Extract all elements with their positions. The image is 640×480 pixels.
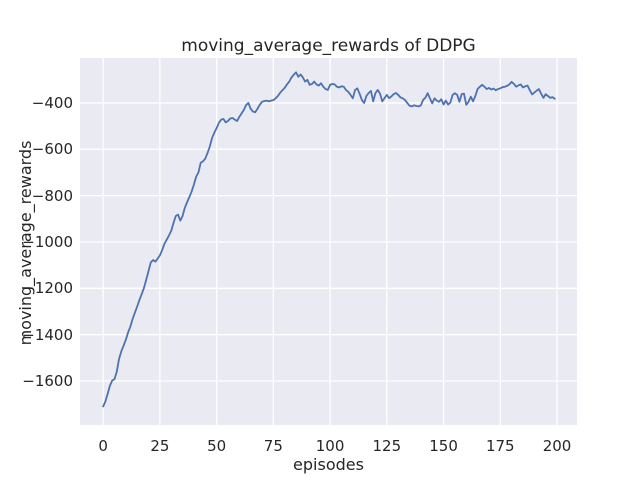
y-tick-label: −600: [31, 140, 73, 159]
y-tick-label: −1200: [22, 279, 73, 298]
x-tick-label: 200: [542, 437, 572, 455]
x-axis-label: episodes: [293, 455, 364, 474]
x-tick-label: 175: [485, 437, 515, 455]
x-tick-label: 0: [98, 437, 108, 455]
x-tick-label: 75: [263, 437, 283, 455]
reward-line-series: [102, 71, 556, 408]
x-tick-label: 50: [207, 437, 227, 455]
x-tick-label: 150: [429, 437, 458, 455]
y-tick-label: −1400: [22, 325, 73, 344]
y-tick-label: −800: [31, 186, 73, 205]
chart-title: moving_average_rewards of DDPG: [181, 36, 476, 56]
y-tick-label: −1000: [22, 232, 73, 251]
y-tick-label: −400: [31, 93, 73, 112]
y-tick-label: −1600: [22, 371, 73, 390]
x-tick-label: 125: [372, 437, 402, 455]
x-tick-label: 100: [315, 437, 345, 455]
x-tick-label: 25: [150, 437, 170, 455]
